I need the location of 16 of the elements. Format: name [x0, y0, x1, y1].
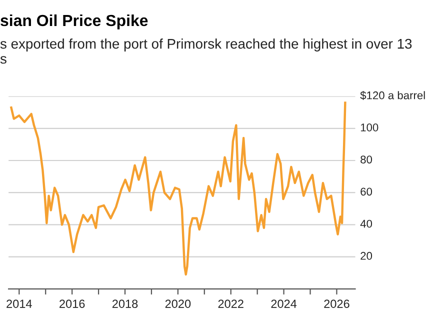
- x-tick-label: 2016: [60, 300, 85, 308]
- y-tick-label: 40: [360, 220, 372, 228]
- x-tick-label: 2026: [324, 300, 350, 308]
- x-tick-label: 2022: [218, 300, 244, 308]
- chart-title: sian Oil Price Spike: [0, 14, 148, 30]
- x-tick-label: 2024: [271, 300, 297, 308]
- y-tick-label: $120 a barrel: [360, 90, 425, 100]
- line-series: [10, 102, 346, 276]
- y-tick-label: 60: [360, 188, 372, 196]
- chart-subtitle: s exported from the port of Primorsk reached the highest in over 13 s: [0, 38, 412, 64]
- x-tick-label: 2018: [112, 300, 138, 308]
- x-tick-label: 2020: [165, 300, 191, 308]
- y-tick-label: 100: [360, 124, 378, 132]
- x-tick-label: 2014: [6, 300, 32, 308]
- y-tick-label: 80: [360, 156, 372, 164]
- y-tick-label: 20: [360, 252, 372, 260]
